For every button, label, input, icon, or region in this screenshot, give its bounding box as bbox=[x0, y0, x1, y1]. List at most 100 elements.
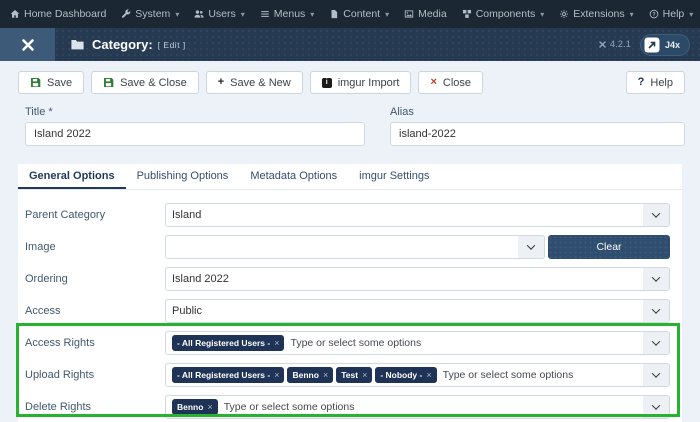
chevron-down-icon bbox=[643, 332, 669, 354]
gear-icon bbox=[560, 9, 569, 19]
nav-label: Components bbox=[475, 8, 536, 20]
button-label: Close bbox=[442, 76, 472, 89]
nav-help[interactable]: ? Help ▾ bbox=[649, 8, 694, 20]
tag-chip[interactable]: Test × bbox=[336, 367, 373, 383]
delete-rights-multiselect[interactable]: Benno × Type or select some options bbox=[165, 395, 670, 419]
nav-media[interactable]: Media bbox=[404, 8, 447, 20]
tag-chip[interactable]: - Nobody - × bbox=[375, 367, 437, 383]
chevron-down-icon bbox=[643, 300, 669, 322]
remove-tag-icon[interactable]: × bbox=[362, 370, 368, 380]
page-title-edit-suffix: [ Edit ] bbox=[157, 39, 186, 50]
remove-tag-icon[interactable]: × bbox=[274, 370, 280, 380]
joomla-x-icon bbox=[599, 41, 606, 48]
field-delete-rights: Delete Rights Benno × Type or select some… bbox=[25, 395, 670, 419]
field-parent-category: Parent Category Island bbox=[25, 203, 670, 227]
nav-label: Media bbox=[418, 8, 447, 20]
edit-toolbar: Save Save & Close + Save & New i imgur I… bbox=[0, 61, 700, 104]
caret-down-icon: ▾ bbox=[175, 9, 180, 19]
user-menu-button[interactable]: J4x bbox=[639, 33, 690, 56]
title-label: Title * bbox=[25, 106, 53, 118]
save-close-button[interactable]: Save & Close bbox=[91, 71, 199, 94]
chevron-down-icon bbox=[643, 396, 669, 418]
caret-down-icon: ▾ bbox=[689, 9, 694, 19]
tag-label: Benno bbox=[292, 370, 319, 380]
cubes-icon bbox=[462, 9, 471, 18]
nav-users[interactable]: Users ▾ bbox=[194, 8, 245, 20]
parent-category-select[interactable]: Island bbox=[165, 203, 670, 227]
nav-label: Home Dashboard bbox=[24, 8, 107, 20]
close-icon: × bbox=[430, 76, 437, 88]
field-ordering: Ordering Island 2022 bbox=[25, 267, 670, 291]
close-button[interactable]: × Close bbox=[418, 71, 484, 94]
general-options-fields: Parent Category Island Image Clear Order… bbox=[18, 190, 682, 419]
nav-label: Users bbox=[208, 8, 236, 20]
chevron-down-icon bbox=[643, 204, 669, 226]
title-alias-section: Title * Alias bbox=[0, 104, 700, 158]
caret-down-icon: ▾ bbox=[385, 9, 390, 19]
nav-system[interactable]: System ▾ bbox=[121, 8, 179, 20]
remove-tag-icon[interactable]: × bbox=[322, 370, 329, 380]
save-icon bbox=[31, 78, 41, 87]
nav-label: Menus bbox=[273, 8, 306, 20]
caret-down-icon: ▾ bbox=[240, 9, 245, 19]
title-input[interactable] bbox=[25, 122, 365, 146]
tag-label: - All Registered Users - bbox=[177, 370, 271, 380]
upload-rights-label: Upload Rights bbox=[25, 369, 95, 381]
access-rights-multiselect[interactable]: - All Registered Users - × Type or select… bbox=[165, 331, 670, 355]
users-icon bbox=[194, 10, 204, 18]
nav-label: Help bbox=[662, 8, 685, 20]
nav-extensions[interactable]: Extensions ▾ bbox=[559, 8, 634, 20]
tab-imgur-settings[interactable]: imgur Settings bbox=[359, 170, 430, 182]
tag-chip[interactable]: - All Registered Users - × bbox=[172, 335, 285, 351]
remove-tag-icon[interactable]: × bbox=[207, 402, 213, 412]
field-image: Image Clear bbox=[25, 235, 670, 259]
page-title: Category: bbox=[92, 37, 153, 52]
joomla-logo[interactable] bbox=[0, 28, 55, 61]
tab-general-options[interactable]: General Options bbox=[18, 164, 126, 189]
nav-menus[interactable]: Menus ▾ bbox=[260, 8, 314, 20]
options-card: General Options Publishing Options Metad… bbox=[18, 164, 682, 422]
tag-chip[interactable]: Benno × bbox=[287, 367, 334, 383]
field-access-rights: Access Rights - All Registered Users - × … bbox=[25, 331, 670, 355]
tag-label: Test bbox=[341, 370, 359, 380]
image-select[interactable] bbox=[165, 235, 545, 259]
tag-label: - Nobody - bbox=[380, 370, 423, 380]
save-button[interactable]: Save bbox=[18, 71, 85, 94]
tag-chip[interactable]: Benno × bbox=[172, 399, 218, 415]
wrench-icon bbox=[122, 9, 131, 18]
chevron-down-icon bbox=[518, 236, 544, 258]
tag-label: Benno bbox=[177, 402, 204, 412]
upload-rights-multiselect[interactable]: - All Registered Users - × Benno × Test × -… bbox=[165, 363, 670, 387]
button-label: Help bbox=[650, 76, 673, 89]
access-select[interactable]: Public bbox=[165, 299, 670, 323]
tags-placeholder: Type or select some options bbox=[442, 369, 574, 381]
user-badge-label: J4x bbox=[664, 39, 680, 50]
ordering-select[interactable]: Island 2022 bbox=[165, 267, 670, 291]
access-label: Access bbox=[25, 305, 61, 317]
alias-input[interactable] bbox=[390, 122, 685, 146]
help-button[interactable]: ? Help bbox=[625, 71, 685, 94]
nav-label: System bbox=[135, 8, 171, 20]
nav-content[interactable]: Content ▾ bbox=[329, 8, 389, 20]
nav-home-dashboard[interactable]: Home Dashboard bbox=[10, 8, 106, 20]
page-header: Category: [ Edit ] 4.2.1 J4x bbox=[0, 28, 700, 61]
external-link-icon bbox=[644, 37, 660, 52]
file-icon bbox=[331, 9, 338, 19]
tag-chip[interactable]: - All Registered Users - × bbox=[172, 367, 285, 383]
selected-value: Island bbox=[172, 209, 202, 221]
remove-tag-icon[interactable]: × bbox=[274, 338, 280, 348]
nav-label: Content bbox=[343, 8, 381, 20]
alias-label: Alias bbox=[390, 106, 414, 118]
tags-placeholder: Type or select some options bbox=[290, 337, 422, 349]
chevron-down-icon bbox=[643, 364, 669, 386]
clear-image-button[interactable]: Clear bbox=[548, 235, 670, 259]
save-new-button[interactable]: + Save & New bbox=[205, 71, 303, 94]
nav-components[interactable]: Components ▾ bbox=[462, 8, 544, 20]
tab-metadata-options[interactable]: Metadata Options bbox=[250, 170, 338, 182]
imgur-import-button[interactable]: i imgur Import bbox=[309, 71, 412, 94]
tab-publishing-options[interactable]: Publishing Options bbox=[136, 170, 229, 182]
save-icon bbox=[104, 78, 114, 87]
field-access: Access Public bbox=[25, 299, 670, 323]
list-icon bbox=[261, 11, 269, 17]
remove-tag-icon[interactable]: × bbox=[426, 370, 432, 380]
